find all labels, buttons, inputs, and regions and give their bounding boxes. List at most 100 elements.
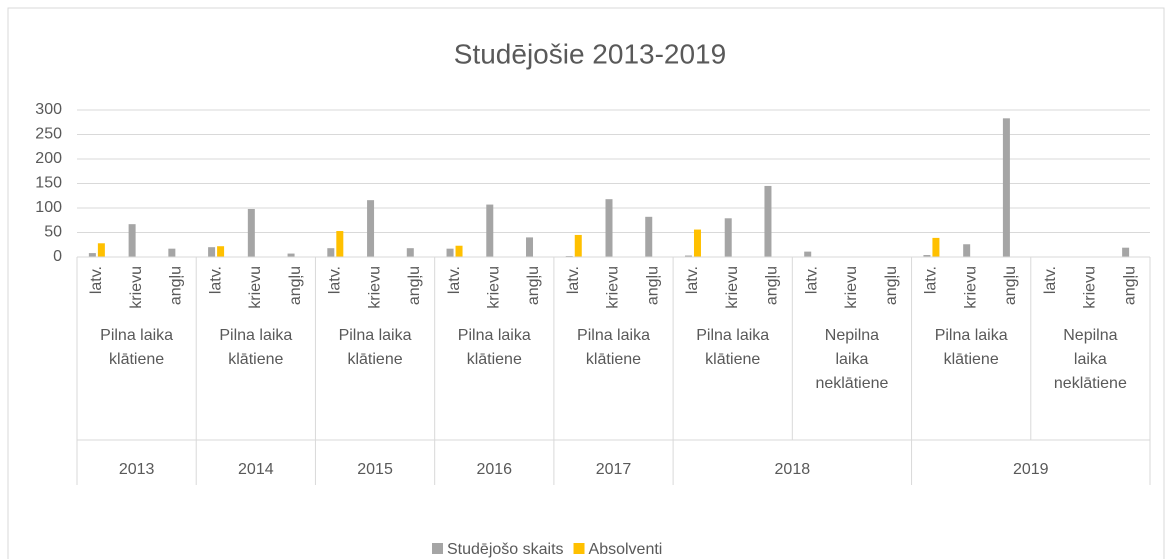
subgroup-label: Pilna laika klātiene xyxy=(458,327,531,368)
bar xyxy=(804,251,812,257)
subgroup-label-line: laika xyxy=(1074,351,1107,368)
chart-title: Studējošie 2013-2019 xyxy=(454,38,726,69)
x-tick-label: latv. xyxy=(327,266,344,294)
legend-label: Studējošo skaits xyxy=(447,541,564,558)
bar xyxy=(574,234,582,257)
group-label: 2019 xyxy=(1013,461,1049,478)
bar xyxy=(88,253,96,257)
x-tick-label: krievu xyxy=(962,266,979,309)
x-tick-label: krievu xyxy=(843,266,860,309)
x-tick-label: angļu xyxy=(168,266,185,305)
group-label: 2016 xyxy=(476,461,512,478)
x-tick-label: latv. xyxy=(1042,266,1059,294)
subgroup-label-line: Pilna laika xyxy=(696,327,769,344)
x-tick-label: angļu xyxy=(644,266,661,305)
y-tick-label: 100 xyxy=(35,199,62,216)
bar xyxy=(693,229,701,257)
x-tick-label: latv. xyxy=(565,266,582,294)
bar xyxy=(446,248,454,257)
bar xyxy=(208,247,216,257)
y-tick-label: 300 xyxy=(35,101,62,118)
subgroup-label-line: Pilna laika xyxy=(577,327,650,344)
subgroup-label: Nepilna laika neklātiene xyxy=(815,327,888,392)
chart-frame xyxy=(7,7,1165,559)
subgroup-label-line: klātiene xyxy=(944,351,999,368)
y-tick-label: 200 xyxy=(35,150,62,167)
subgroup-label-line: Nepilna xyxy=(1063,327,1117,344)
subgroup-label-line: Pilna laika xyxy=(935,327,1008,344)
x-tick-label: latv. xyxy=(923,266,940,294)
subgroup-label-line: neklātiene xyxy=(815,375,888,392)
x-tick-label: latv. xyxy=(684,266,701,294)
x-tick-label: krievu xyxy=(605,266,622,309)
subgroup-label-line: Pilna laika xyxy=(219,327,292,344)
bar xyxy=(367,200,375,257)
subgroup-label: Pilna laika klātiene xyxy=(339,327,412,368)
subgroup-label-line: klātiene xyxy=(586,351,641,368)
legend-label: Absolventi xyxy=(589,541,663,558)
bar xyxy=(247,208,255,257)
subgroup-label: Pilna laika klātiene xyxy=(219,327,292,368)
subgroup-label-line: Pilna laika xyxy=(458,327,531,344)
subgroup-label-line: klātiene xyxy=(228,351,283,368)
x-tick-label: angļu xyxy=(525,266,542,305)
y-tick-label: 0 xyxy=(53,248,62,265)
subgroup-label-line: Nepilna xyxy=(825,327,879,344)
x-tick-label: angļu xyxy=(406,266,423,305)
bar xyxy=(605,199,613,257)
x-tick-label: angļu xyxy=(1121,266,1138,305)
y-tick-label: 250 xyxy=(35,126,62,143)
bar xyxy=(684,255,692,257)
bar xyxy=(455,245,463,257)
legend-swatch xyxy=(432,543,443,554)
x-tick-label: krievu xyxy=(724,266,741,309)
x-tick-label: latv. xyxy=(446,266,463,294)
x-tick-label: krievu xyxy=(247,266,264,309)
bar xyxy=(336,231,344,257)
x-tick-label: angļu xyxy=(1002,266,1019,305)
subgroup-label-line: klātiene xyxy=(109,351,164,368)
y-tick-label: 50 xyxy=(44,224,62,241)
bar xyxy=(645,216,653,257)
bar xyxy=(1002,118,1010,257)
subgroup-label: Nepilna laika neklātiene xyxy=(1054,327,1127,392)
subgroup-label: Pilna laika klātiene xyxy=(696,327,769,368)
group-label: 2017 xyxy=(596,461,632,478)
subgroup-label-line: Pilna laika xyxy=(339,327,412,344)
subgroup-label: Pilna laika klātiene xyxy=(935,327,1008,368)
legend-swatch xyxy=(573,543,585,554)
group-label: 2015 xyxy=(357,461,393,478)
subgroup-label-line: laika xyxy=(835,351,868,368)
subgroup-label-line: klātiene xyxy=(347,351,402,368)
subgroup-label: Pilna laika klātiene xyxy=(100,327,173,368)
bar xyxy=(406,248,414,257)
x-tick-label: angļu xyxy=(764,266,781,305)
bar xyxy=(923,255,931,257)
bar xyxy=(526,237,534,257)
x-tick-label: krievu xyxy=(1082,266,1099,309)
subgroup-label: Pilna laika klātiene xyxy=(577,327,650,368)
subgroup-label-line: neklātiene xyxy=(1054,375,1127,392)
subgroup-label-line: klātiene xyxy=(467,351,522,368)
bar xyxy=(217,246,225,257)
x-tick-label: angļu xyxy=(287,266,304,305)
bar xyxy=(1122,247,1130,257)
bar xyxy=(327,248,335,257)
group-label: 2013 xyxy=(119,461,155,478)
group-label: 2014 xyxy=(238,461,274,478)
bar xyxy=(128,224,136,257)
bar xyxy=(168,248,176,257)
x-tick-label: latv. xyxy=(207,266,224,294)
bar xyxy=(486,204,494,257)
x-tick-label: angļu xyxy=(883,266,900,305)
x-tick-label: latv. xyxy=(88,266,105,294)
bar xyxy=(724,218,732,257)
x-tick-label: latv. xyxy=(803,266,820,294)
bar xyxy=(287,253,295,257)
subgroup-label-line: klātiene xyxy=(705,351,760,368)
subgroup-label-line: Pilna laika xyxy=(100,327,173,344)
bar xyxy=(97,243,105,257)
bar xyxy=(764,185,772,257)
group-label: 2018 xyxy=(775,461,811,478)
